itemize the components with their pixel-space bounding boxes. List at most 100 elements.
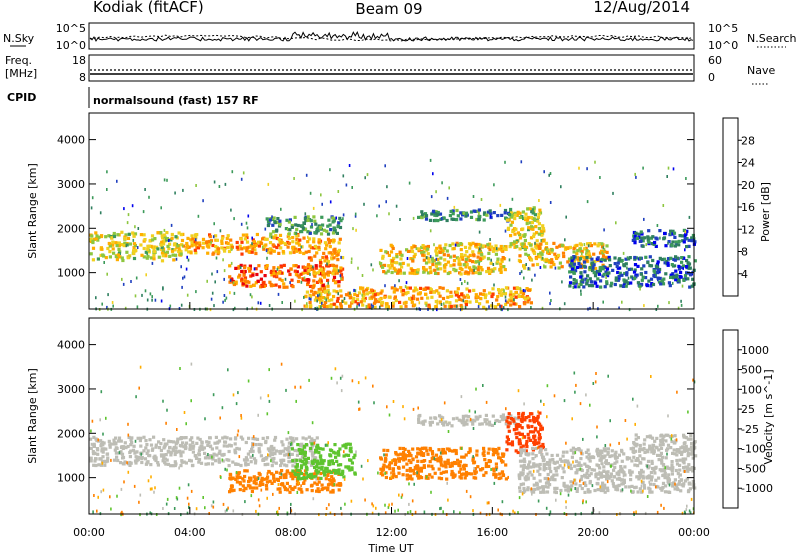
rti-cell	[113, 448, 117, 452]
rti-cell	[128, 254, 132, 258]
rti-cell	[320, 465, 324, 469]
rti-cell	[312, 497, 315, 501]
rti-cell	[300, 464, 304, 468]
rti-cell	[132, 242, 137, 246]
rti-cell	[518, 459, 523, 463]
rti-cell	[413, 303, 417, 307]
rti-cell	[275, 228, 279, 232]
rti-cell	[278, 490, 282, 494]
rti-cell	[668, 284, 672, 288]
rti-cell	[237, 447, 241, 451]
rti-cell	[247, 379, 250, 383]
rti-cell	[659, 451, 663, 455]
rti-cell	[297, 481, 300, 485]
rti-cell	[166, 449, 170, 453]
rti-cell	[211, 291, 214, 295]
rti-cell	[340, 389, 343, 393]
rti-cell	[210, 240, 212, 244]
rti-cell	[463, 420, 467, 424]
rti-cell	[534, 225, 538, 229]
rti-cell	[491, 249, 496, 253]
x-tick-label: 20:00	[577, 526, 609, 539]
rti-cell	[305, 488, 309, 492]
rti-cell	[572, 450, 576, 454]
rti-cell	[316, 477, 320, 481]
rti-cell	[682, 278, 686, 282]
rti-cell	[502, 265, 506, 269]
rti-cell	[545, 476, 549, 481]
rti-cell	[356, 302, 360, 306]
rti-cell	[634, 458, 638, 462]
rti-cell	[377, 299, 381, 304]
rti-cell	[293, 448, 297, 453]
rti-cell	[325, 264, 329, 268]
rti-cell	[671, 451, 675, 455]
rti-cell	[556, 466, 560, 470]
rti-cell	[690, 284, 694, 288]
rti-cell	[676, 256, 680, 260]
rti-cell	[634, 437, 638, 441]
rti-cell	[486, 257, 491, 261]
rti-cell	[650, 490, 654, 494]
rti-cell	[160, 454, 164, 458]
rti-cell	[543, 170, 545, 174]
rti-cell	[651, 466, 655, 471]
rti-cell	[667, 240, 671, 244]
rti-cell	[609, 284, 613, 288]
rti-cell	[555, 473, 559, 477]
rti-cell	[314, 448, 318, 452]
rti-cell	[663, 471, 667, 475]
rti-cell	[465, 287, 469, 291]
rti-cell	[334, 471, 338, 475]
rti-cell	[310, 297, 312, 301]
rti-cell	[405, 473, 409, 477]
rti-cell	[268, 399, 271, 403]
rti-cell	[269, 234, 271, 238]
rti-cell	[240, 416, 243, 420]
rti-cell	[335, 290, 339, 294]
rti-cell	[207, 239, 212, 244]
rti-cell	[480, 253, 484, 257]
rti-cell	[693, 486, 697, 490]
rti-cell	[682, 446, 686, 450]
rti-cell	[131, 448, 136, 452]
rti-cell	[517, 431, 521, 435]
y-tick-label: 3000	[57, 383, 85, 396]
rti-cell	[674, 269, 678, 273]
rti-cell	[237, 275, 241, 279]
rti-cell	[438, 414, 442, 418]
rti-cell	[658, 443, 662, 447]
rti-cell	[486, 243, 490, 247]
rti-cell	[296, 443, 300, 447]
rti-cell	[344, 442, 348, 446]
rti-cell	[392, 458, 396, 462]
rti-cell	[266, 462, 270, 466]
rti-cell	[449, 209, 453, 213]
rti-cell	[243, 269, 247, 274]
rti-cell	[518, 215, 522, 219]
rti-cell	[429, 416, 433, 420]
rti-cell	[605, 250, 609, 254]
rti-cell	[521, 482, 525, 486]
rti-cell	[296, 241, 300, 245]
rti-cell	[600, 484, 604, 488]
rti-cell	[555, 245, 559, 249]
rti-cell	[563, 463, 566, 467]
rti-cell	[259, 454, 263, 458]
rti-cell	[190, 234, 194, 238]
rti-cell	[166, 178, 168, 182]
rti-cell	[126, 221, 129, 225]
rti-cell	[110, 507, 112, 511]
rti-cell	[121, 258, 125, 263]
rti-cell	[250, 489, 254, 494]
rti-cell	[255, 272, 259, 277]
rti-cell	[343, 450, 345, 454]
rti-cell	[606, 450, 610, 455]
rti-cell	[420, 421, 424, 425]
rti-cell	[416, 268, 420, 272]
rti-cell	[538, 467, 542, 471]
rti-cell	[380, 289, 384, 293]
rti-cell	[384, 457, 388, 461]
rti-cell	[211, 457, 215, 461]
rti-cell	[303, 228, 308, 232]
